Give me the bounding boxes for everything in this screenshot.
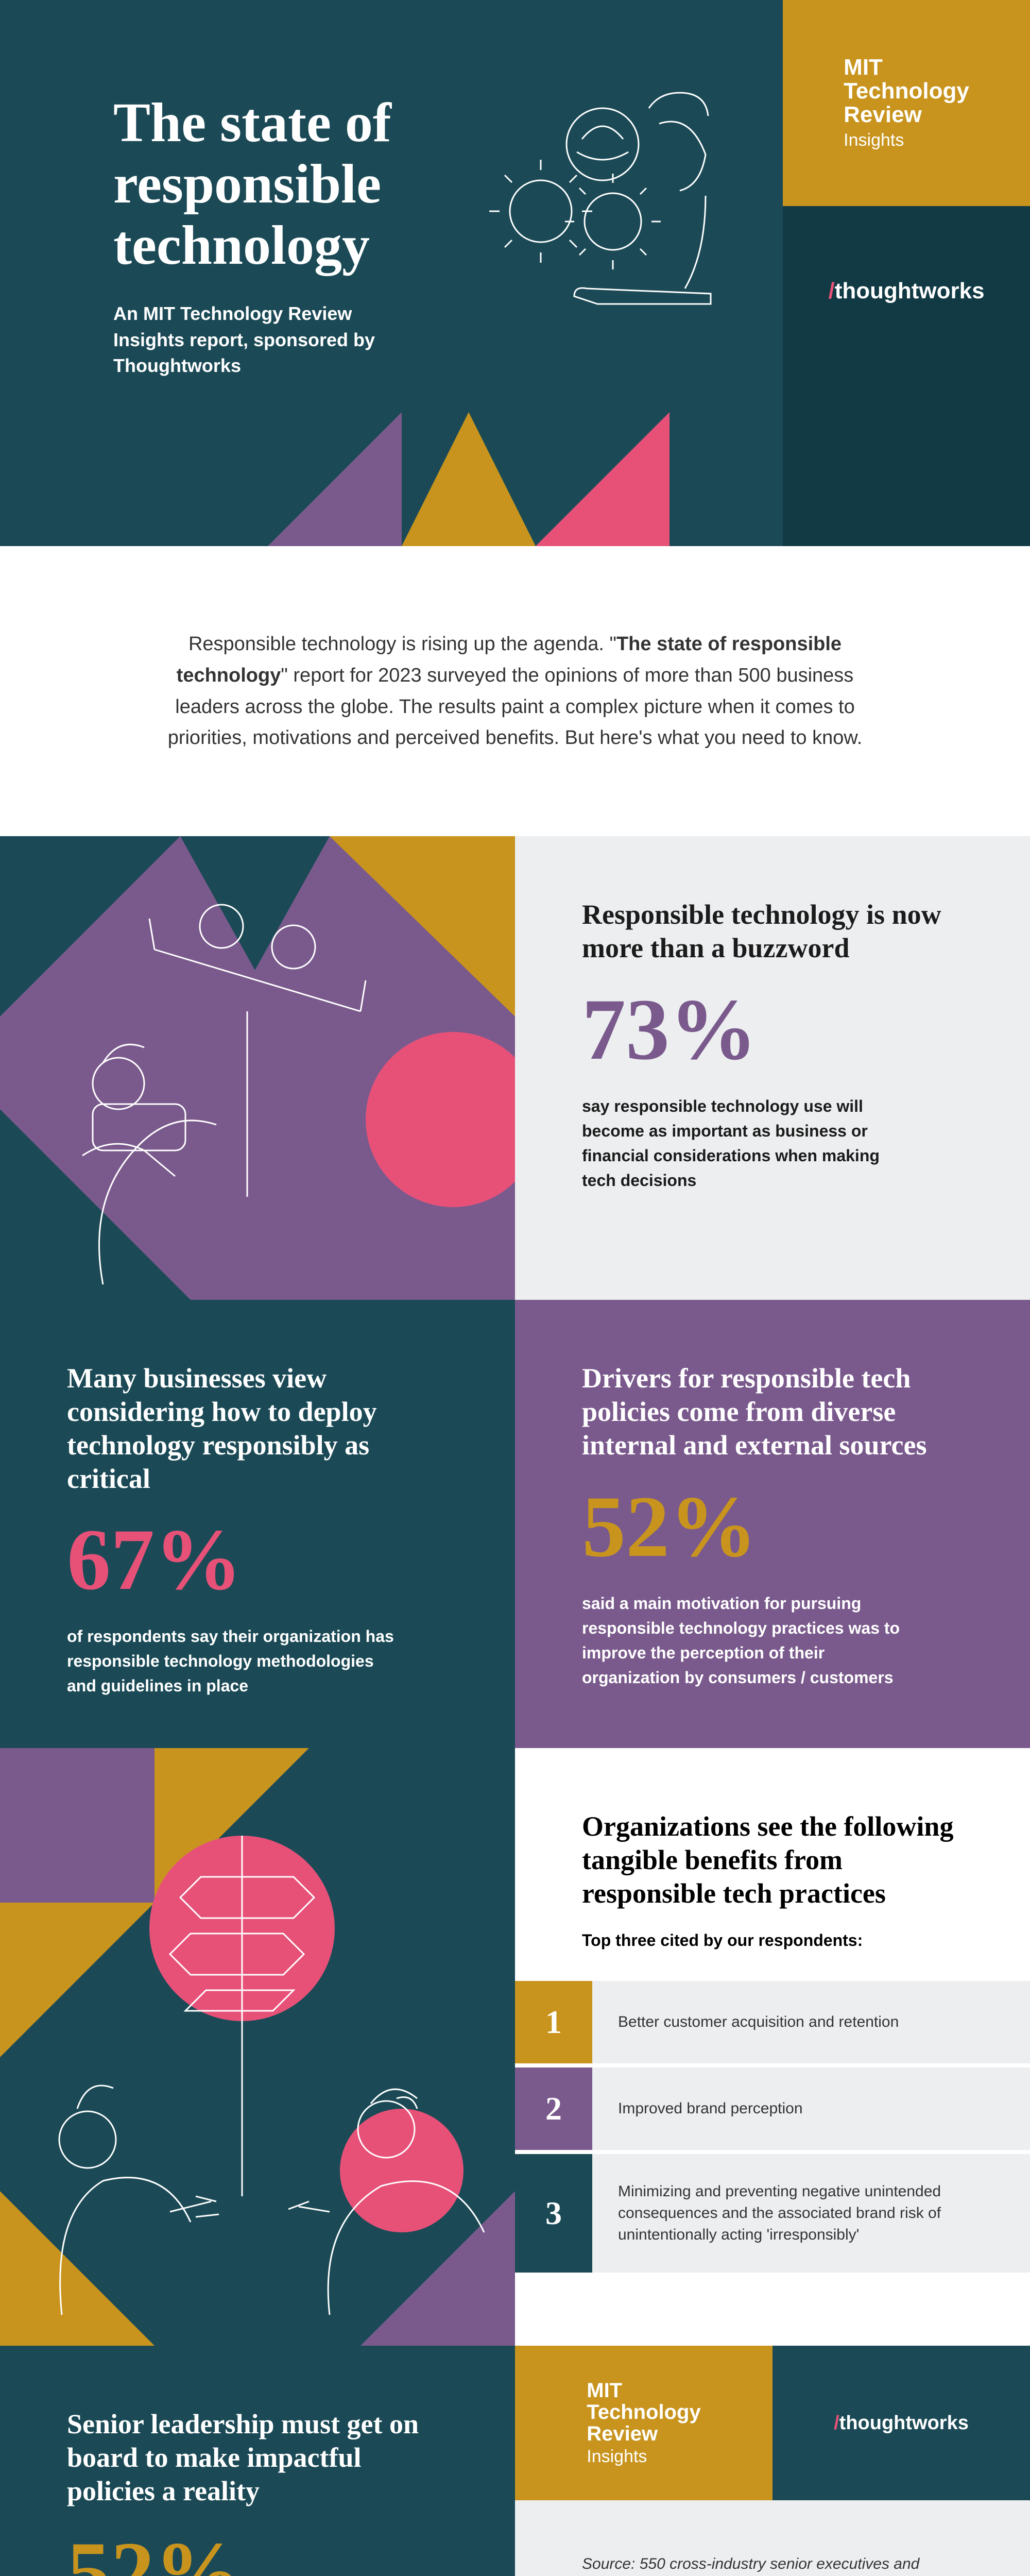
signpost-shapes	[0, 1748, 515, 2346]
benefits-title: Organizations see the following tangible…	[582, 1810, 963, 1910]
stat-52a-desc: said a main motivation for pursuing resp…	[582, 1591, 912, 1690]
intro-section: Responsible technology is rising up the …	[0, 546, 1030, 836]
benefit-text: Better customer acquisition and retentio…	[592, 1981, 1030, 2063]
mit-line1: MIT	[844, 55, 883, 80]
stat-52b-title: Senior leadership must get on board to m…	[67, 2408, 448, 2507]
stat-52b-panel: Senior leadership must get on board to m…	[0, 2346, 515, 2576]
stat-52b-value: 52%	[67, 2529, 448, 2576]
source-text: Source: 550 cross-industry senior execut…	[582, 2555, 963, 2576]
footer-tw-logo: /thoughtworks	[834, 2412, 969, 2434]
hero-section: The state of responsible technology An M…	[0, 0, 1030, 546]
mit-logo: MIT Technology Review Insights	[844, 56, 969, 151]
stat-73-title: Responsible technology is now more than …	[582, 898, 963, 965]
benefit-text: Improved brand perception	[592, 2067, 1030, 2150]
stat-67-panel: Many businesses view considering how to …	[0, 1300, 515, 1760]
thoughtworks-logo: /thoughtworks	[828, 278, 984, 546]
stat-73-desc: say responsible technology use will beco…	[582, 1094, 912, 1193]
benefits-panel: Organizations see the following tangible…	[515, 1748, 1030, 2346]
benefit-row: 2Improved brand perception	[515, 2067, 1030, 2150]
hero-subtitle: An MIT Technology Review Insights report…	[113, 301, 402, 379]
benefits-subtitle: Top three cited by our respondents:	[582, 1931, 963, 1950]
hero-illustration	[422, 62, 731, 371]
row-73: Responsible technology is now more than …	[0, 836, 1030, 1300]
hero-shapes	[268, 412, 731, 546]
vr-shapes	[0, 836, 515, 1300]
footer-logos: MIT Technology Review Insights /thoughtw…	[515, 2346, 1030, 2500]
footer-right: MIT Technology Review Insights /thoughtw…	[515, 2346, 1030, 2576]
stat-73-panel: Responsible technology is now more than …	[515, 836, 1030, 1300]
source-panel: Source: 550 cross-industry senior execut…	[515, 2500, 1030, 2576]
stat-67-title: Many businesses view considering how to …	[67, 1362, 448, 1495]
benefit-number: 3	[515, 2154, 592, 2273]
row-52b: Senior leadership must get on board to m…	[0, 2346, 1030, 2576]
mit-line2: Technology	[844, 78, 969, 104]
vr-illustration-panel	[0, 836, 515, 1300]
benefit-text: Minimizing and preventing negative unint…	[592, 2154, 1030, 2273]
hero-title: The state of responsible technology	[113, 93, 474, 276]
stat-73-value: 73%	[582, 986, 963, 1073]
thoughtworks-badge: /thoughtworks	[783, 206, 1030, 546]
tw-slash: /	[828, 278, 834, 303]
stat-67-value: 67%	[67, 1516, 448, 1603]
row-benefits: Organizations see the following tangible…	[0, 1748, 1030, 2346]
benefit-number: 2	[515, 2067, 592, 2150]
infographic-root: The state of responsible technology An M…	[0, 0, 1030, 2576]
mit-badge: MIT Technology Review Insights	[783, 0, 1030, 206]
signpost-illustration-panel	[0, 1748, 515, 2346]
benefit-row: 1Better customer acquisition and retenti…	[515, 1981, 1030, 2063]
row-67-52: Many businesses view considering how to …	[0, 1300, 1030, 1748]
mit-line3: Review	[844, 102, 922, 127]
stat-52a-panel: Drivers for responsible tech policies co…	[515, 1300, 1030, 1760]
benefits-list: 1Better customer acquisition and retenti…	[582, 1981, 963, 2273]
mit-insights: Insights	[844, 130, 904, 150]
stat-52a-value: 52%	[582, 1483, 963, 1570]
benefit-row: 3Minimizing and preventing negative unin…	[515, 2154, 1030, 2273]
stat-67-desc: of respondents say their organization ha…	[67, 1624, 397, 1698]
tw-word: thoughtworks	[835, 278, 985, 303]
footer-mit-logo: MIT Technology Review Insights	[587, 2380, 700, 2466]
benefit-number: 1	[515, 1981, 592, 2063]
footer-tw-badge: /thoughtworks	[772, 2346, 1030, 2500]
intro-pre: Responsible technology is rising up the …	[188, 633, 616, 655]
stat-52a-title: Drivers for responsible tech policies co…	[582, 1362, 963, 1462]
footer-mit-badge: MIT Technology Review Insights	[515, 2346, 772, 2500]
